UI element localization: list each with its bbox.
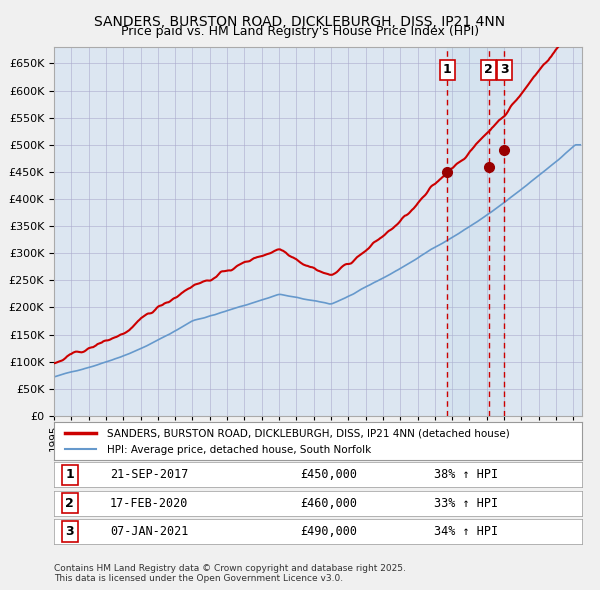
Text: 2: 2 <box>484 64 493 77</box>
Text: £450,000: £450,000 <box>300 468 357 481</box>
Text: 33% ↑ HPI: 33% ↑ HPI <box>434 497 498 510</box>
Text: 17-FEB-2020: 17-FEB-2020 <box>110 497 188 510</box>
Text: SANDERS, BURSTON ROAD, DICKLEBURGH, DISS, IP21 4NN (detached house): SANDERS, BURSTON ROAD, DICKLEBURGH, DISS… <box>107 428 509 438</box>
Text: 2: 2 <box>65 497 74 510</box>
Text: 07-JAN-2021: 07-JAN-2021 <box>110 525 188 538</box>
Text: 1: 1 <box>65 468 74 481</box>
Text: Price paid vs. HM Land Registry's House Price Index (HPI): Price paid vs. HM Land Registry's House … <box>121 25 479 38</box>
Text: £490,000: £490,000 <box>300 525 357 538</box>
Text: Contains HM Land Registry data © Crown copyright and database right 2025.
This d: Contains HM Land Registry data © Crown c… <box>54 563 406 583</box>
Text: HPI: Average price, detached house, South Norfolk: HPI: Average price, detached house, Sout… <box>107 445 371 455</box>
Bar <box>448 47 505 416</box>
Text: 38% ↑ HPI: 38% ↑ HPI <box>434 468 498 481</box>
Text: SANDERS, BURSTON ROAD, DICKLEBURGH, DISS, IP21 4NN: SANDERS, BURSTON ROAD, DICKLEBURGH, DISS… <box>94 15 506 29</box>
Text: 3: 3 <box>500 64 509 77</box>
Text: 3: 3 <box>65 525 74 538</box>
Text: 1: 1 <box>443 64 452 77</box>
Text: 21-SEP-2017: 21-SEP-2017 <box>110 468 188 481</box>
Text: 34% ↑ HPI: 34% ↑ HPI <box>434 525 498 538</box>
Text: £460,000: £460,000 <box>300 497 357 510</box>
